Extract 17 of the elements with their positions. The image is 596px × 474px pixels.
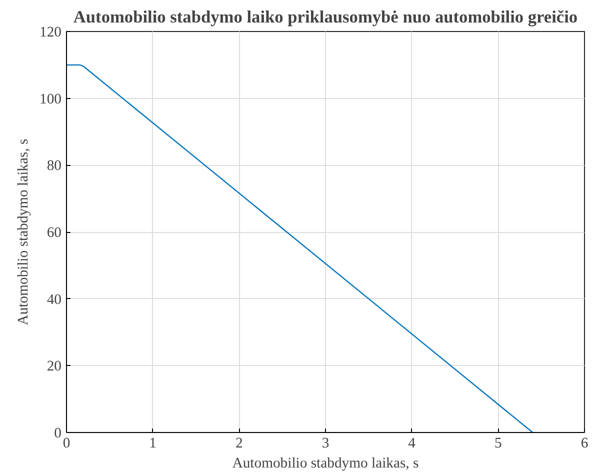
line-series xyxy=(66,64,534,432)
chart-title: Automobilio stabdymo laiko priklausomybė nuo automobilio greičio xyxy=(73,8,578,26)
y-axis-title: Automobilio stabdymo laikas, s xyxy=(16,138,32,326)
x-tick-label: 3 xyxy=(322,436,330,452)
x-tick-label: 1 xyxy=(149,436,156,452)
y-tick-label: 0 xyxy=(54,426,62,442)
y-tick-label: 40 xyxy=(46,292,62,308)
x-axis-title: Automobilio stabdymo laikas, s xyxy=(232,456,420,472)
x-tick-label: 5 xyxy=(494,436,502,452)
x-tick-label: 2 xyxy=(236,436,243,452)
x-tick-label: 6 xyxy=(580,436,588,452)
y-tick-label: 100 xyxy=(40,91,62,108)
x-tick-label: 4 xyxy=(408,436,416,452)
y-tick-label: 120 xyxy=(40,24,62,40)
y-tick-label: 80 xyxy=(46,158,62,174)
y-tick-label: 20 xyxy=(46,358,62,375)
y-tick-label: 60 xyxy=(46,225,62,241)
